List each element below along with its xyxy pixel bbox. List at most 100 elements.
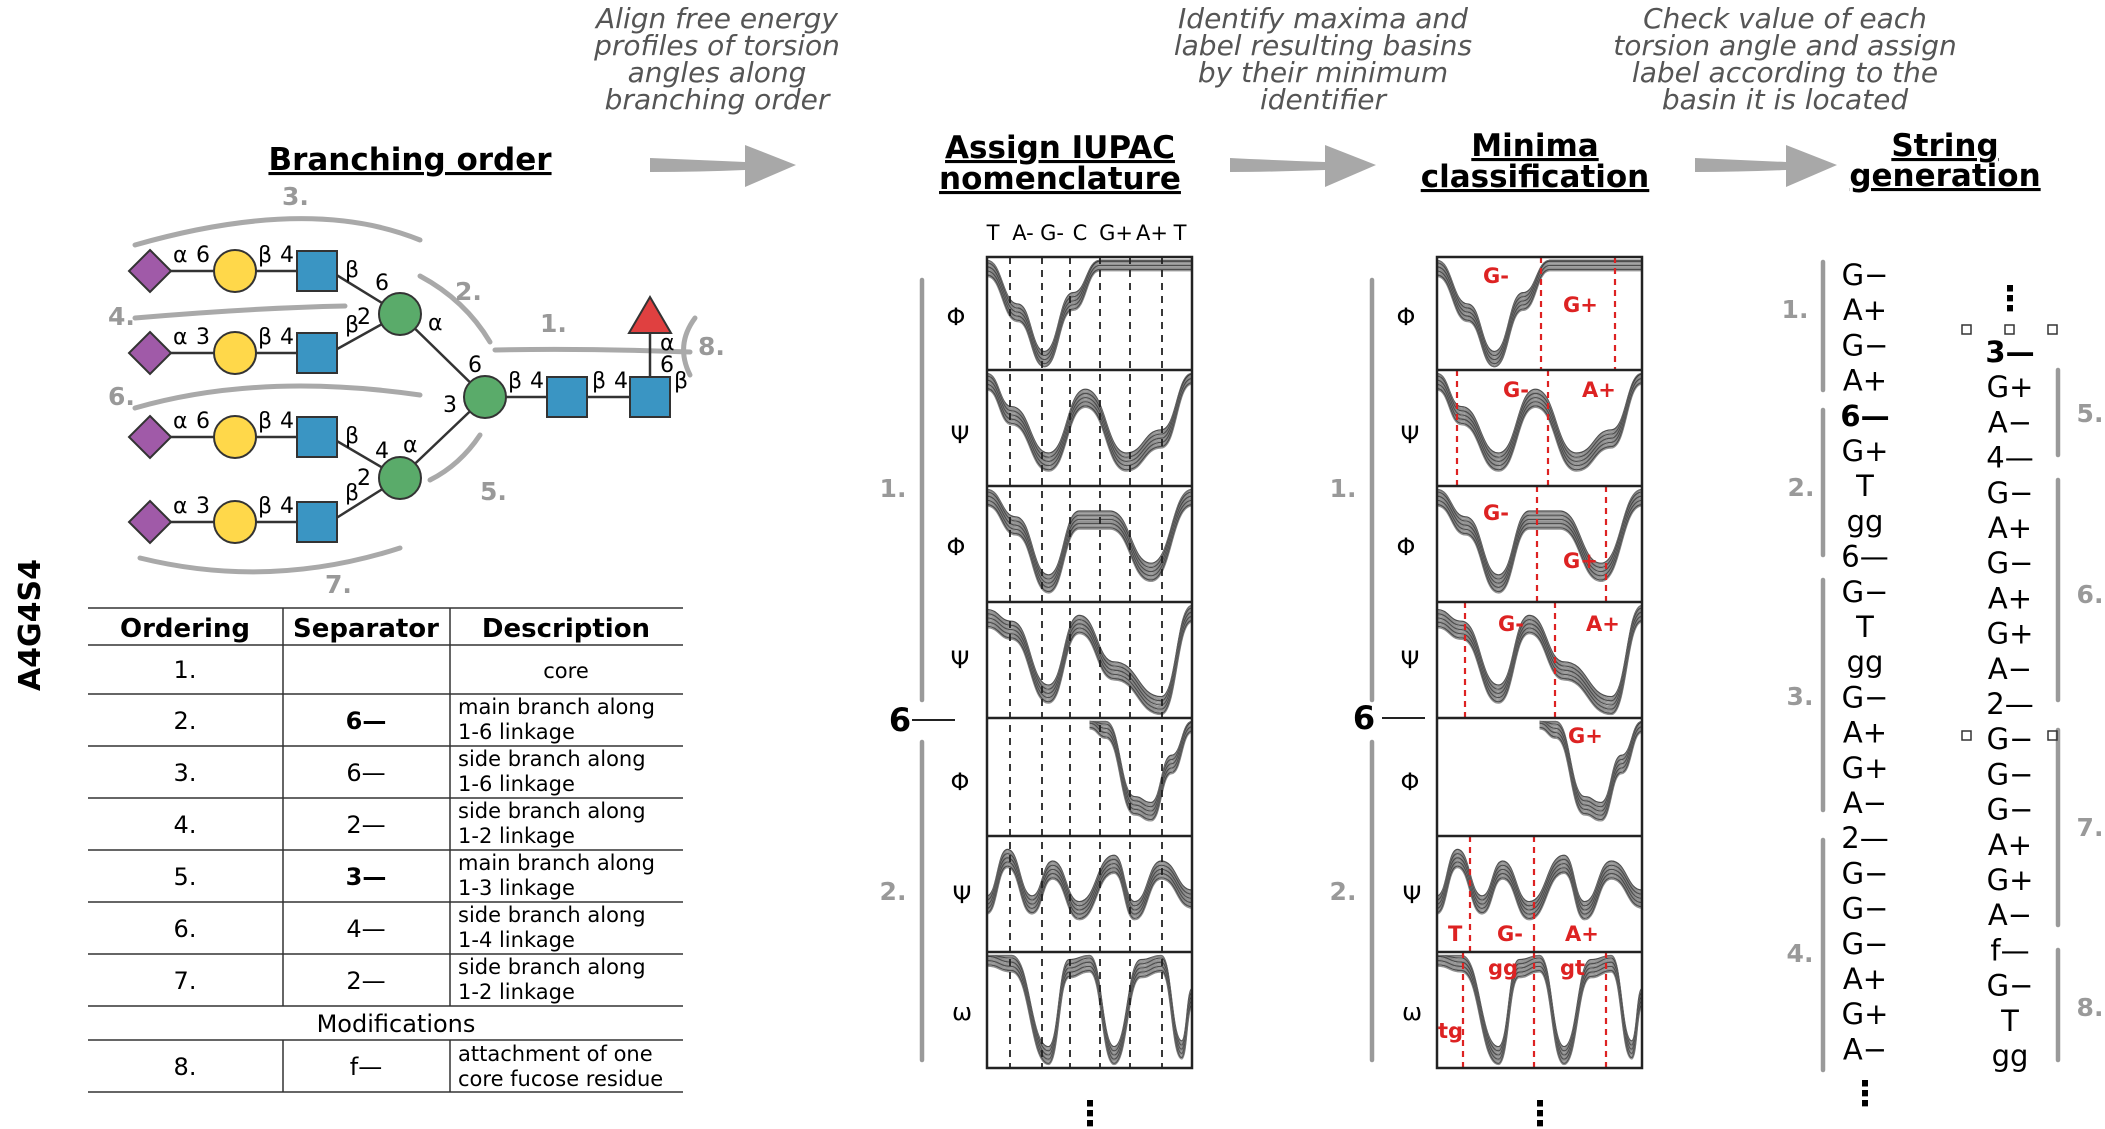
profile-curve bbox=[1437, 259, 1642, 359]
table-row-2-sep: 6— bbox=[346, 707, 387, 735]
branch-arc-7 bbox=[137, 545, 403, 575]
table-header-separator: Separator bbox=[293, 614, 439, 644]
profile-row-3 bbox=[1437, 488, 1642, 594]
string-col1-token: A+ bbox=[1843, 716, 1887, 750]
string-col2-token: A− bbox=[1988, 405, 2032, 439]
table-row-5-sep: 3— bbox=[346, 863, 387, 891]
string-col2-label-8: 8. bbox=[2077, 993, 2104, 1022]
profile-curve bbox=[1437, 267, 1642, 368]
profile-curve bbox=[1437, 608, 1642, 703]
minima-grid bbox=[1435, 255, 1644, 1070]
profile-row-6 bbox=[987, 848, 1192, 921]
glycan-structure: α 6 β 4 β α 3 β 4 β α 6 β 4 β α 3 β 4 β … bbox=[108, 182, 725, 599]
profile-curve bbox=[987, 611, 1192, 706]
iupac-axis-T-right: T bbox=[1173, 221, 1187, 245]
table-row-5-order: 5. bbox=[174, 863, 197, 891]
link-1-pos: 6 bbox=[196, 243, 210, 268]
string-col1-label-4: 4. bbox=[1787, 939, 1814, 968]
profile-curve bbox=[1437, 491, 1642, 580]
profile-curve bbox=[987, 496, 1192, 586]
profile-curve bbox=[1437, 372, 1642, 460]
profile-curve bbox=[1437, 263, 1642, 363]
step-3-line-2: torsion angle and assign bbox=[1613, 29, 1957, 62]
step-1-line-1: Align free energy bbox=[594, 2, 838, 35]
core-pos-4-1: 4 bbox=[530, 369, 544, 394]
profile-curve bbox=[1437, 382, 1642, 471]
man-pos-4-lower: 4 bbox=[375, 439, 389, 464]
string-col1-token: 2— bbox=[1841, 821, 1888, 855]
profile-curve bbox=[1437, 604, 1642, 699]
table-mod-row-1-desc-1: attachment of one bbox=[458, 1042, 653, 1066]
profile-curve bbox=[1437, 612, 1642, 708]
string-col2-ellipsis: ⋮ bbox=[1993, 279, 2027, 319]
iupac-row-2-label: Ψ bbox=[951, 421, 970, 449]
string-col2-token: G− bbox=[1987, 969, 2034, 1003]
string-col2-token: 2— bbox=[1986, 687, 2033, 721]
profile-curve bbox=[1089, 720, 1192, 812]
string-col1-token: A+ bbox=[1843, 364, 1887, 398]
branch-arc-1 bbox=[492, 346, 693, 355]
minima-labels: G- G+ G- A+ G- G+ G- A+ G+ T G- A+ tg gg… bbox=[1438, 264, 1620, 1043]
link-7-anomer: α bbox=[173, 409, 188, 434]
minima-row-6-name: Ψ bbox=[1403, 881, 1422, 909]
string-col1-token: G− bbox=[1842, 680, 1889, 714]
sample-label: A4G4S4 bbox=[13, 559, 48, 691]
iupac-row-3-label: Φ bbox=[947, 533, 966, 561]
profile-curve bbox=[1437, 372, 1642, 454]
string-col2-token: A− bbox=[1988, 898, 2032, 932]
string-col2-token: G+ bbox=[1987, 863, 2034, 897]
step-1-line-4: branching order bbox=[605, 83, 831, 116]
iupac-axis-G-minus: G- bbox=[1040, 221, 1064, 245]
profile-curve bbox=[987, 621, 1192, 716]
profile-curve bbox=[1437, 501, 1642, 590]
profile-curve bbox=[1089, 723, 1192, 818]
profile-curve bbox=[1437, 615, 1642, 710]
minima-row-1-label-1: G- bbox=[1483, 264, 1509, 288]
profile-curve bbox=[987, 502, 1192, 591]
profile-curve bbox=[987, 615, 1192, 710]
minima-ellipsis: ⋮ bbox=[1523, 1094, 1557, 1129]
profile-curve bbox=[987, 612, 1192, 708]
profile-curve bbox=[987, 492, 1192, 582]
minima-row-7-label-1: tg bbox=[1438, 1019, 1463, 1043]
profile-curve bbox=[987, 965, 1192, 1066]
profile-curve bbox=[1437, 499, 1642, 589]
link-5-anomer: β bbox=[258, 325, 272, 350]
string-col2-token: f— bbox=[1990, 933, 2029, 967]
table-row-7-sep: 2— bbox=[346, 967, 385, 995]
profile-row-6 bbox=[1437, 848, 1642, 921]
profile-curve bbox=[1437, 380, 1642, 470]
minima-row-3-label-1: G- bbox=[1483, 501, 1509, 525]
header-string-line-2: generation bbox=[1849, 158, 2040, 194]
string-col2-label-5: 5. bbox=[2077, 399, 2104, 428]
profile-curve bbox=[987, 263, 1192, 363]
profile-curve bbox=[987, 382, 1192, 471]
profile-curve bbox=[1437, 372, 1642, 456]
profile-curve bbox=[1539, 720, 1642, 814]
profile-curve bbox=[1437, 383, 1642, 472]
minima-row-6-label-1: T bbox=[1448, 922, 1463, 946]
profile-row-7 bbox=[987, 954, 1192, 1066]
string-col1-token: gg bbox=[1847, 504, 1884, 538]
branch-label-5: 5. bbox=[480, 477, 507, 506]
profile-curve bbox=[1539, 723, 1642, 818]
table-row-2-desc-2: 1-6 linkage bbox=[458, 720, 575, 744]
string-col2-token: 3— bbox=[1985, 335, 2034, 369]
iupac-profile-curves bbox=[987, 259, 1192, 1066]
iupac-dashed-boundaries bbox=[1009, 257, 1163, 1068]
man-alpha-lower: α bbox=[403, 433, 418, 458]
header-iupac-line-2: nomenclature bbox=[939, 161, 1181, 197]
branch-label-2: 2. bbox=[455, 277, 482, 306]
step-caption-2: Identify maxima and label resulting basi… bbox=[1174, 2, 1472, 116]
minima-row-5-label-1: G+ bbox=[1568, 724, 1603, 748]
iupac-panel: T A- G- C G+ A+ T Φ Ψ bbox=[880, 221, 1194, 1129]
iupac-ellipsis: ⋮ bbox=[1073, 1094, 1107, 1129]
branch-label-4: 4. bbox=[108, 302, 135, 331]
link-3-anomer: β bbox=[345, 258, 359, 283]
link-10-anomer: α bbox=[173, 494, 188, 519]
iupac-axis-labels: T A- G- C G+ A+ T bbox=[986, 221, 1187, 245]
profile-curve bbox=[1437, 962, 1642, 1063]
minima-row-7-label-2: gg bbox=[1488, 956, 1518, 980]
string-col1-label-1: 1. bbox=[1782, 295, 1809, 324]
profile-curve bbox=[1539, 725, 1642, 819]
